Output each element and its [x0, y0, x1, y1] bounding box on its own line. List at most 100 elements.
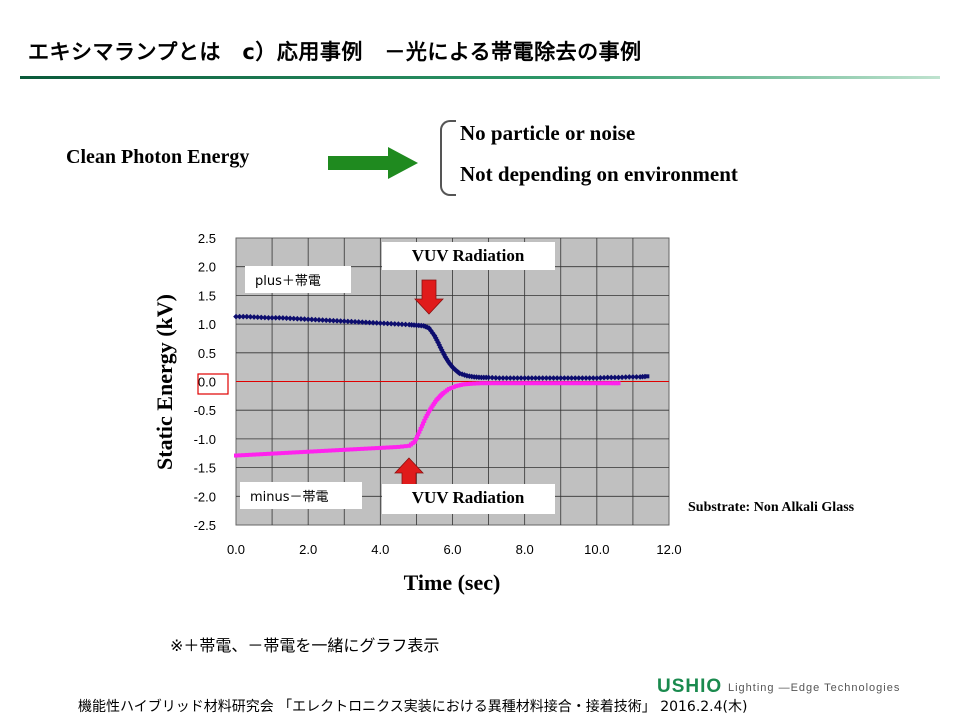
- x-tick-labels: 0.0 2.0 4.0 6.0 8.0 10.0 12.0: [227, 542, 682, 557]
- plus-data-point: [381, 320, 387, 327]
- plus-data-point: [352, 318, 358, 325]
- minus-data-point: [417, 429, 422, 434]
- minus-data-point: [611, 381, 616, 386]
- plus-data-point: [359, 319, 366, 326]
- minus-data-point: [458, 382, 463, 387]
- plus-data-point: [572, 375, 579, 381]
- plus-data-point: [601, 374, 607, 381]
- bracket: [440, 120, 456, 196]
- minus-data-point: [497, 381, 502, 386]
- plus-data-point: [525, 375, 532, 381]
- minus-data-point: [234, 453, 238, 458]
- minus-data-point: [327, 448, 332, 453]
- plus-data-point: [272, 314, 279, 321]
- minus-data-point: [522, 381, 527, 386]
- minus-data-point: [425, 411, 430, 416]
- y-tick-label: -1.5: [194, 461, 216, 476]
- minus-data-point: [446, 386, 451, 391]
- bullet-no-particle: No particle or noise: [460, 121, 636, 145]
- minus-data-point: [356, 447, 361, 452]
- plus-data-point: [330, 317, 337, 324]
- minus-data-point: [423, 416, 428, 421]
- minus-data-point: [389, 445, 394, 450]
- minus-data-point: [374, 446, 379, 451]
- plus-data-point: [377, 320, 384, 326]
- minus-data-point: [519, 381, 524, 386]
- plus-data-point: [604, 374, 611, 381]
- plus-data-point: [370, 319, 376, 326]
- minus-data-point: [468, 381, 473, 386]
- minus-data-point: [515, 381, 520, 386]
- plus-data-point: [507, 375, 514, 381]
- minus-data-point: [273, 451, 278, 456]
- minus-data-point: [298, 450, 303, 455]
- plus-data-point: [536, 375, 542, 381]
- zero-highlight-box: [197, 373, 229, 395]
- graph-note: ※＋帯電、－帯電を一緒にグラフ表示: [170, 636, 440, 655]
- minus-data-point: [295, 450, 300, 455]
- plus-data-point: [521, 375, 528, 381]
- plus-data-point: [594, 375, 600, 381]
- footer-citation: 機能性ハイブリッド材料研究会 「エレクトロニクス実装における異種材料接合・接着技…: [78, 699, 748, 715]
- minus-data-point: [466, 381, 471, 386]
- minus-data-point: [614, 381, 619, 386]
- y-tick-label: -2.0: [194, 489, 216, 504]
- minus-data-point: [508, 381, 513, 386]
- y-tick-labels: 2.5 2.0 1.5 1.0 0.5 0.0 -0.5 -1.0 -1.5 -2.0 -2.5: [194, 231, 216, 533]
- minus-data-point: [463, 382, 468, 387]
- minus-data-point: [270, 451, 275, 456]
- plus-data-point: [287, 315, 293, 322]
- plus-data-point: [622, 374, 629, 380]
- minus-data-point: [349, 447, 354, 452]
- ushio-logo: USHIO: [657, 676, 723, 697]
- plus-data-point: [326, 317, 333, 324]
- minus-data-point: [306, 449, 311, 454]
- minus-data-point: [385, 445, 390, 450]
- plus-data-point: [399, 321, 405, 328]
- minus-data-point: [338, 447, 343, 452]
- minus-data-point: [416, 432, 421, 437]
- minus-data-point: [335, 448, 340, 453]
- y-tick-label: 1.5: [198, 288, 216, 303]
- minus-data-point: [540, 381, 545, 386]
- title-divider: [20, 76, 940, 79]
- minus-data-point: [616, 381, 621, 386]
- plus-data-point: [384, 320, 391, 327]
- minus-data-point: [399, 444, 404, 449]
- minus-data-point: [252, 452, 257, 457]
- plus-data-point: [586, 375, 593, 381]
- minus-data-point: [415, 434, 420, 439]
- minus-data-point: [609, 381, 614, 386]
- bullet-environment: Not depending on environment: [460, 162, 738, 186]
- plus-data-point: [496, 375, 503, 381]
- minus-data-point: [605, 381, 610, 386]
- minus-data-point: [544, 381, 549, 386]
- minus-data-point: [461, 382, 466, 387]
- y-tick-label: 0.5: [198, 346, 216, 361]
- minus-data-point: [551, 381, 556, 386]
- plus-data-point: [575, 375, 582, 381]
- y-tick-label: -2.5: [194, 518, 216, 533]
- plus-data-point: [550, 375, 557, 381]
- minus-data-point: [291, 450, 296, 455]
- plus-data-point: [276, 314, 283, 321]
- minus-data-point: [302, 449, 307, 454]
- minus-data-point: [529, 381, 534, 386]
- minus-data-point: [594, 381, 599, 386]
- minus-data-point: [345, 447, 350, 452]
- x-tick-label: 2.0: [299, 542, 317, 557]
- minus-data-point: [259, 452, 264, 457]
- plus-data-point: [258, 314, 265, 321]
- y-tick-label: 0.0: [198, 375, 216, 390]
- plus-data-point: [630, 374, 636, 380]
- plus-data-point: [547, 375, 553, 381]
- plus-data-point: [233, 313, 239, 320]
- plus-data-point: [262, 314, 268, 321]
- minus-data-point: [367, 446, 372, 451]
- minus-data-point: [280, 451, 285, 456]
- minus-data-point: [331, 448, 336, 453]
- minus-data-point: [486, 381, 491, 386]
- minus-data-point: [537, 381, 542, 386]
- x-axis-title: Time (sec): [404, 570, 501, 595]
- y-axis-title: Static Energy (kV): [152, 294, 177, 470]
